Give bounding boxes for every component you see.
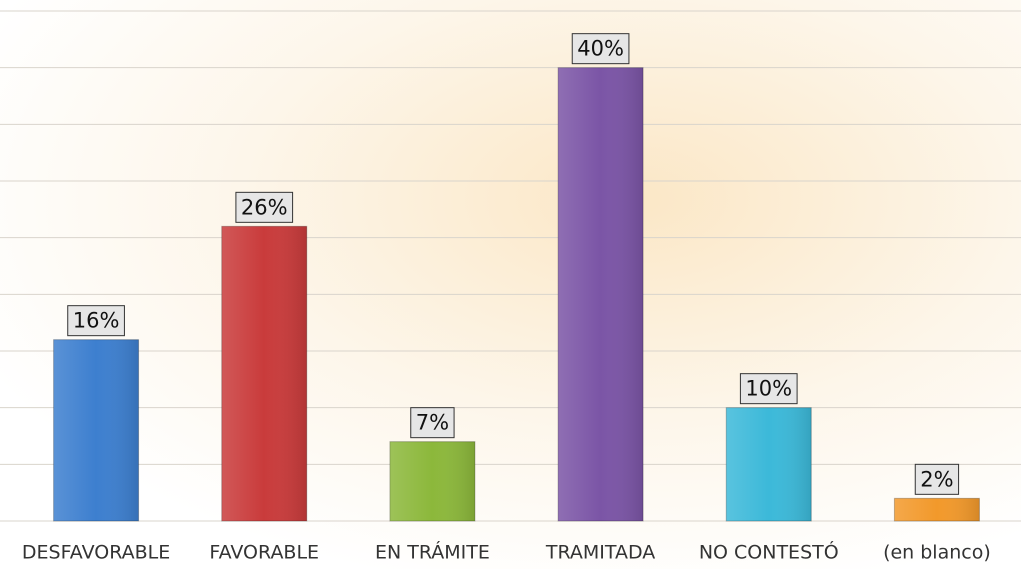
bar	[893, 497, 980, 522]
value-label: 10%	[745, 377, 792, 401]
value-label: 7%	[416, 411, 449, 435]
bar	[53, 339, 140, 522]
bar	[389, 441, 476, 522]
value-label: 40%	[577, 37, 624, 61]
value-label-box	[739, 373, 798, 405]
value-label: 16%	[73, 309, 120, 333]
value-label-bg	[235, 191, 294, 223]
value-label-box	[914, 463, 960, 495]
x-tick-label: TRAMITADA	[545, 542, 655, 564]
x-tick-label: FAVORABLE	[209, 542, 319, 564]
value-label-box	[410, 407, 455, 439]
bar	[557, 67, 644, 522]
value-label: 2%	[920, 467, 953, 491]
value-label-box	[571, 33, 630, 65]
x-tick-label: NO CONTESTÓ	[699, 540, 839, 564]
x-tick-label: (en blanco)	[883, 542, 991, 564]
x-tick-label: DESFAVORABLE	[22, 542, 170, 564]
value-label: 26%	[241, 195, 288, 219]
value-label-bg	[571, 33, 630, 65]
value-label-box	[235, 191, 294, 223]
value-label-box	[67, 305, 125, 337]
bar	[221, 225, 308, 522]
value-label-bg	[739, 373, 798, 405]
value-label-bg	[67, 305, 125, 337]
x-tick-label: EN TRÁMITE	[375, 541, 490, 564]
value-label-bg	[410, 407, 455, 439]
value-label-bg	[914, 463, 960, 495]
bar	[725, 407, 812, 522]
